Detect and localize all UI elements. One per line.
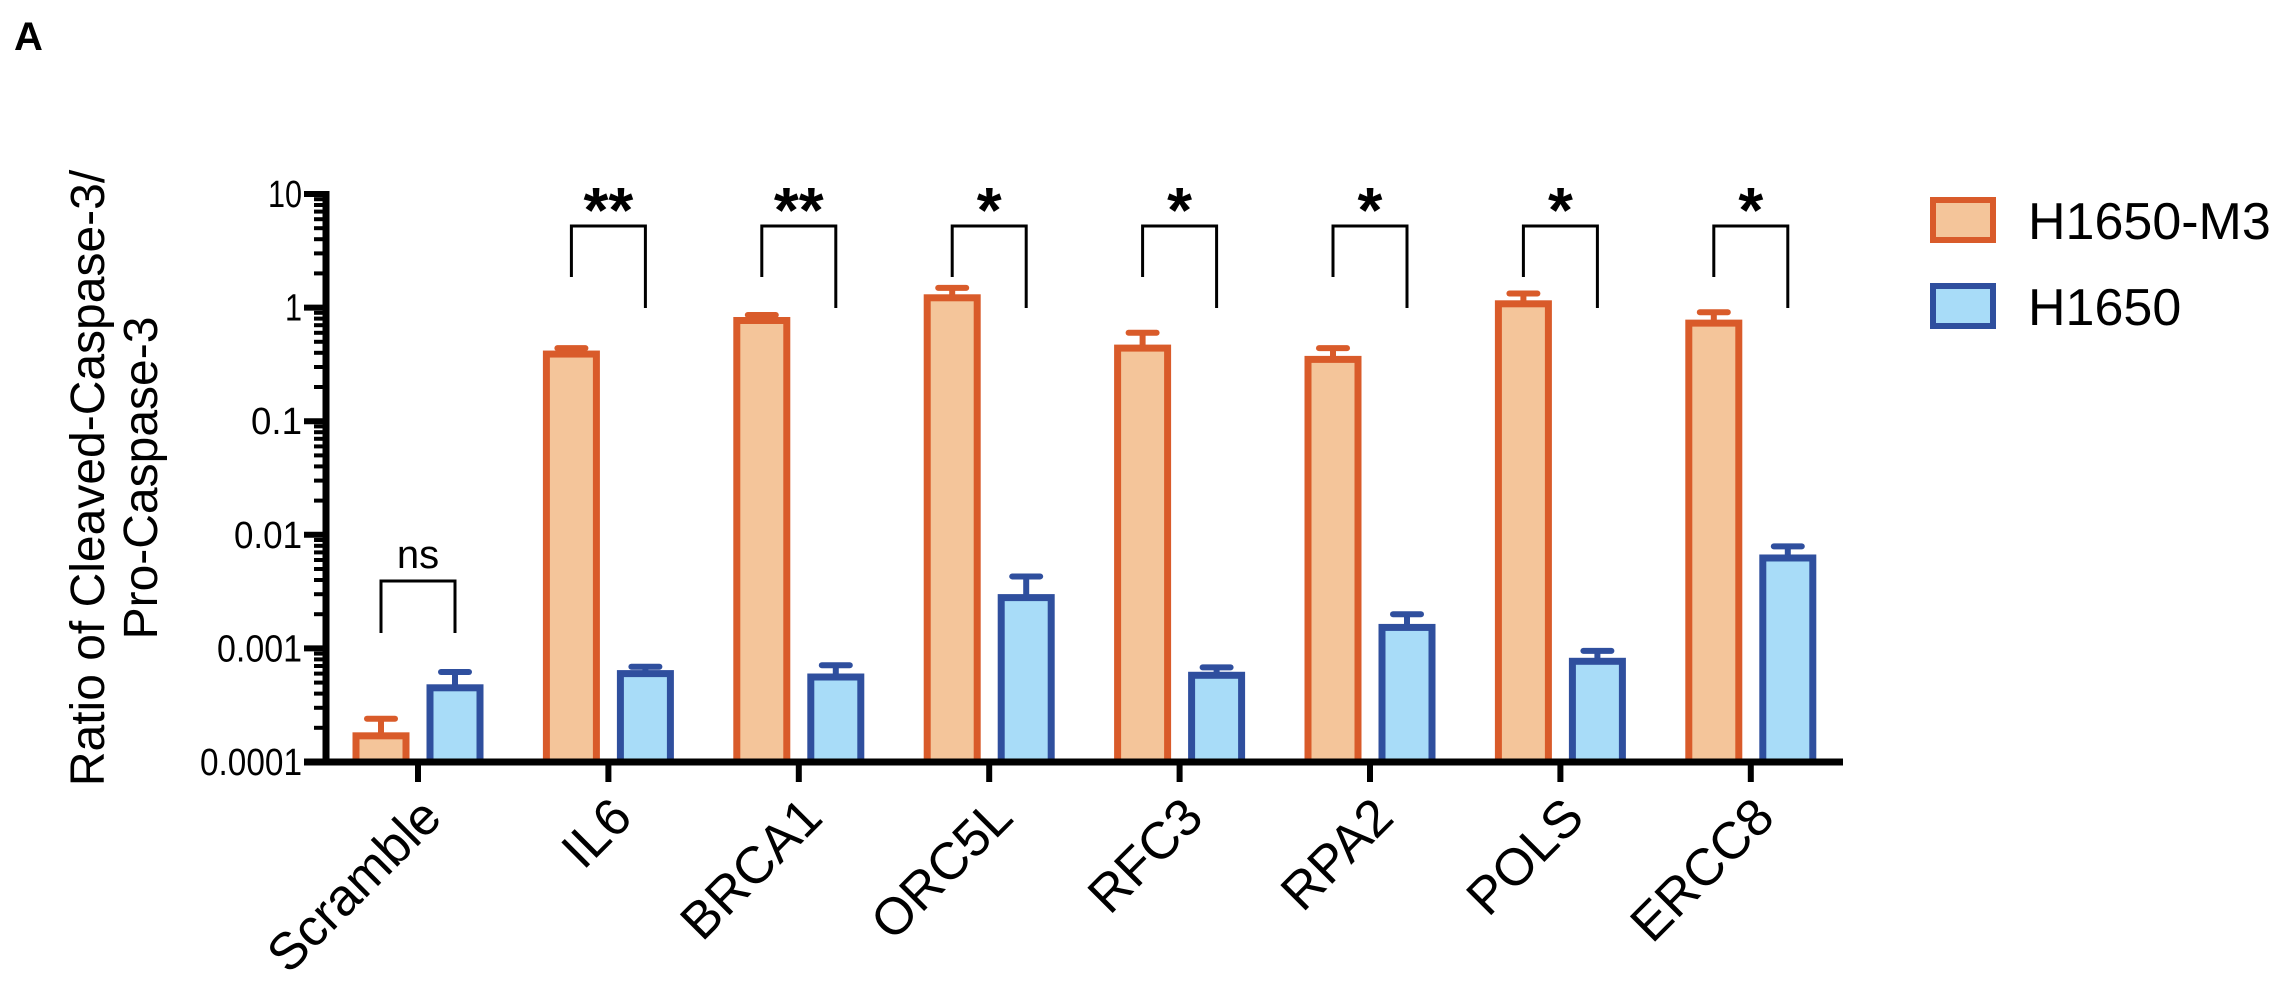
significance-bracket [1141, 224, 1219, 308]
y-tick-label: 0.01 [234, 515, 302, 557]
bar-h1650-ercc8 [1759, 554, 1817, 766]
bar-h1650-m3-brca1 [733, 316, 791, 766]
bars-group [352, 284, 1817, 766]
bar-h1650-orc5l [997, 594, 1055, 766]
bar-h1650-m3-il6 [542, 350, 600, 766]
y-tick-label: 10 [268, 174, 302, 216]
x-tick-label: Scramble [256, 787, 452, 981]
x-tick-label: RFC3 [1077, 787, 1214, 924]
x-tick-label: POLS [1456, 787, 1595, 926]
bar-h1650-pols [1568, 657, 1626, 766]
significance-bracket [950, 224, 1028, 308]
bar-h1650-rpa2 [1378, 623, 1436, 766]
y-axis-label-line-1: Ratio of Cleaved-Caspase-3/ [62, 169, 115, 786]
significance-label: ns [397, 533, 439, 577]
significance-bracket [760, 224, 838, 308]
significance-bracket [1521, 224, 1599, 308]
bar-h1650-rfc3 [1188, 671, 1246, 766]
significance-label: ** [583, 174, 633, 246]
significance-label: * [1358, 174, 1383, 246]
significance-label: * [977, 174, 1002, 246]
y-axis-label: Ratio of Cleaved-Caspase-3/ Pro-Caspase-… [62, 169, 168, 786]
significance-bracket [1712, 224, 1790, 308]
legend-swatch-h1650 [1930, 283, 1996, 329]
bar-h1650-m3-ercc8 [1685, 319, 1743, 766]
bar-h1650-m3-orc5l [923, 294, 981, 766]
panel-label: A [14, 15, 43, 59]
x-tick-label: ERCC8 [1620, 787, 1786, 953]
significance-label: * [1738, 174, 1763, 246]
bar-h1650-il6 [616, 670, 674, 766]
significance-label: * [1548, 174, 1573, 246]
bar-h1650-scramble [426, 684, 484, 766]
bar-h1650-m3-scramble [352, 732, 410, 766]
y-tick-label: 0.001 [217, 628, 302, 670]
significance-bracket [569, 224, 647, 308]
x-tick-label: BRCA1 [670, 787, 834, 951]
significance-bracket [1331, 224, 1409, 308]
bar-h1650-m3-rpa2 [1304, 355, 1362, 766]
bar-h1650-m3-rfc3 [1114, 344, 1172, 766]
x-tick-label: IL6 [551, 787, 643, 879]
legend-label: H1650-M3 [2028, 193, 2271, 251]
significance-bracket [379, 579, 457, 633]
bar-h1650-m3-pols [1494, 300, 1552, 766]
legend: H1650-M3 H1650 [1930, 193, 2271, 337]
significance-label: ** [774, 174, 824, 246]
legend-label: H1650 [2028, 279, 2181, 337]
y-tick-label: 1 [285, 288, 302, 330]
y-tick-label: 0.1 [251, 401, 302, 443]
y-axis-label-line-2: Pro-Caspase-3 [115, 317, 168, 640]
significance-group: ns** ** * * * * * [379, 174, 1790, 633]
y-tick-label: 0.0001 [200, 742, 302, 784]
x-tick-label: RPA2 [1270, 787, 1404, 921]
bar-h1650-brca1 [807, 673, 865, 766]
x-tick-label: ORC5L [860, 787, 1024, 951]
significance-label: * [1167, 174, 1192, 246]
legend-swatch-h1650-m3 [1930, 197, 1996, 243]
